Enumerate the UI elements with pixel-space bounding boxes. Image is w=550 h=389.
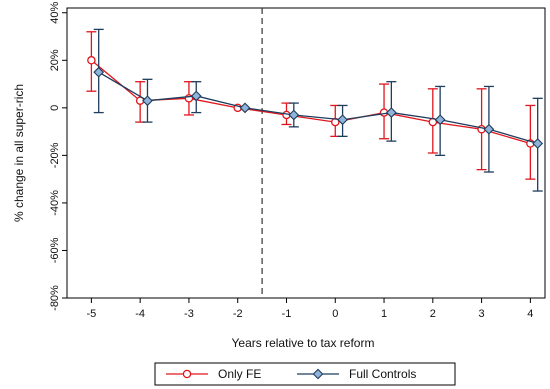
data-point [93, 66, 105, 78]
y-tick-label: 20% [49, 49, 61, 71]
y-tick-label: -60% [49, 237, 61, 263]
data-point [483, 123, 495, 135]
legend-marker [182, 369, 192, 379]
x-tick-label: -3 [184, 308, 194, 320]
legend-marker [312, 368, 324, 380]
y-tick-label: -40% [49, 190, 61, 216]
x-tick-label: -5 [86, 308, 96, 320]
x-axis-title: Years relative to tax reform [232, 336, 375, 350]
data-point [142, 95, 153, 107]
series-only-fe [86, 31, 536, 180]
data-point [87, 56, 96, 65]
x-tick-label: 2 [430, 308, 436, 320]
legend-label: Only FE [218, 367, 261, 381]
data-point [434, 114, 446, 126]
y-tick-label: -80% [49, 285, 61, 311]
y-tick-label: -20% [49, 142, 61, 168]
y-tick-label: 0 [49, 105, 61, 111]
data-point [288, 109, 300, 121]
series-layer [86, 28, 544, 192]
legend-label: Full Controls [349, 367, 416, 381]
x-tick-label: 1 [381, 308, 387, 320]
legend-item: Full Controls [297, 367, 416, 381]
data-point [190, 90, 202, 102]
x-tick-label: 0 [332, 308, 338, 320]
y-tick-label: 40% [49, 2, 61, 24]
data-point [385, 107, 397, 118]
data-point [532, 138, 544, 149]
series-full-controls [93, 28, 544, 192]
x-tick-label: -2 [233, 308, 243, 320]
legend: Only FE Full Controls [154, 362, 456, 386]
data-point [239, 102, 251, 114]
x-tick-label: 3 [479, 308, 485, 320]
plot-border [66, 7, 546, 299]
series-line [98, 71, 538, 145]
y-axis-title: % change in all super-rich [12, 84, 26, 222]
data-point [337, 114, 348, 126]
y-axis: -80% -60% -40% -20% 0 20% 40% [49, 2, 67, 311]
x-tick-label: -4 [135, 308, 145, 320]
plot-area [66, 7, 546, 299]
x-axis: -5 -4 -3 -2 -1 0 1 2 3 4 [86, 298, 533, 320]
x-tick-label: 4 [527, 308, 533, 320]
legend-item: Only FE [166, 367, 261, 381]
x-tick-label: -1 [282, 308, 292, 320]
